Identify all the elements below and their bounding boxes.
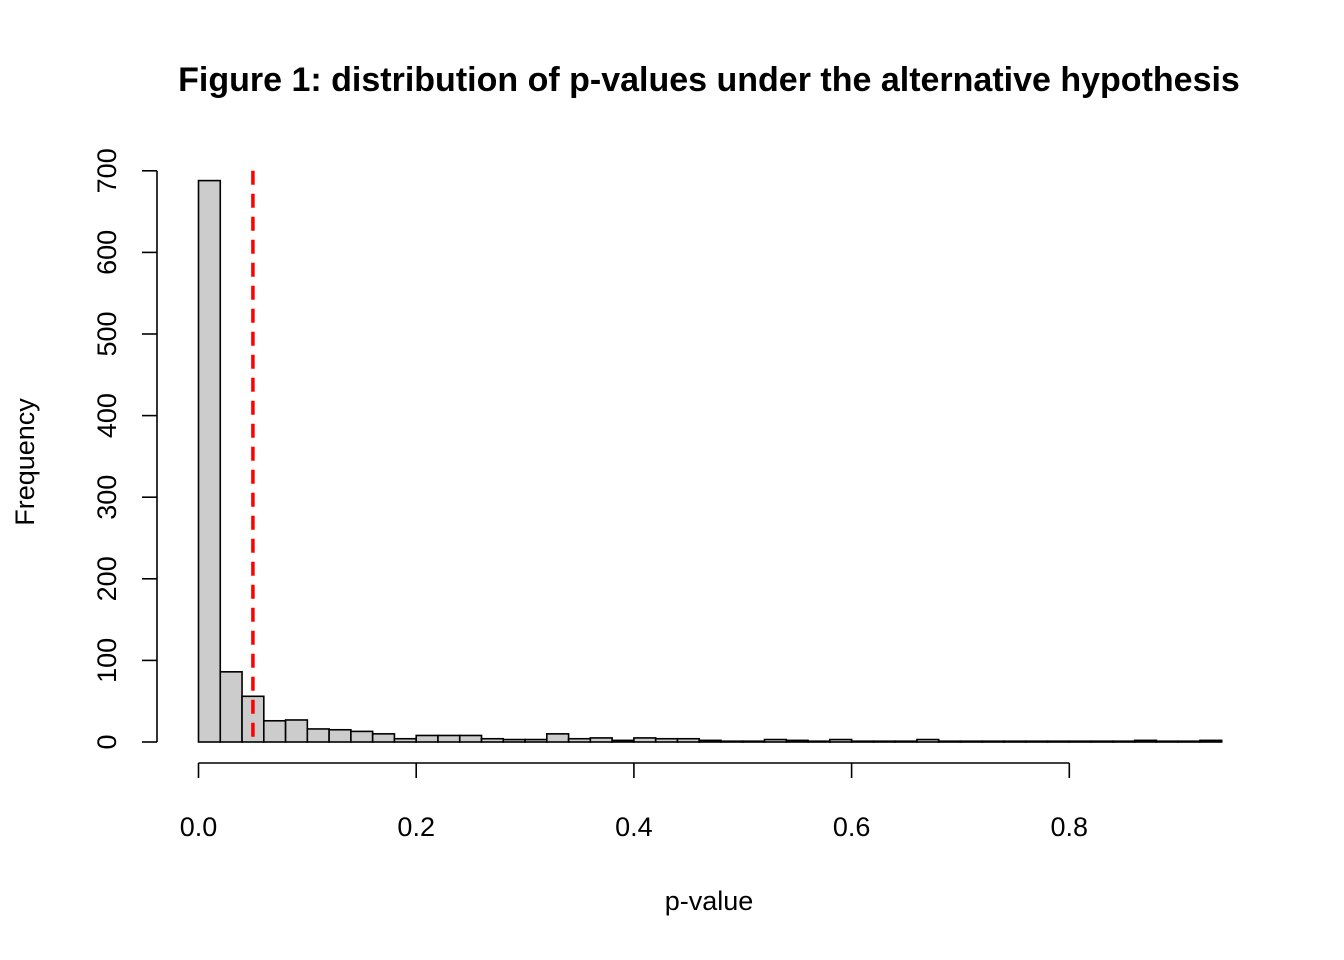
- y-axis-label: Frequency: [10, 398, 40, 526]
- x-tick-label: 0.6: [833, 812, 871, 842]
- histogram-bar: [589, 737, 613, 743]
- histogram-bar: [698, 739, 722, 743]
- y-tick-label: 100: [92, 638, 122, 683]
- histogram-bar: [807, 740, 831, 743]
- y-tick-label: 200: [92, 556, 122, 601]
- x-axis: 0.0 0.2 0.4 0.6 0.8: [180, 762, 1089, 842]
- histogram-bar: [959, 740, 984, 743]
- histogram-bar: [1003, 740, 1027, 743]
- histogram-bar: [524, 738, 548, 743]
- histogram-bar: [829, 738, 853, 743]
- histogram-bar: [1068, 740, 1092, 743]
- histogram-bar: [328, 728, 352, 743]
- histogram-bar: [197, 179, 222, 743]
- histogram-bar: [1090, 740, 1114, 743]
- chart-title: Figure 1: distribution of p-values under…: [178, 61, 1240, 99]
- histogram-bar: [219, 671, 243, 743]
- histogram-bar: [894, 740, 918, 743]
- histogram-bar: [1155, 740, 1179, 743]
- histogram-bar: [916, 738, 940, 743]
- histogram-bar: [937, 740, 962, 743]
- x-tick-label: 0.2: [397, 812, 435, 842]
- x-axis-label: p-value: [665, 886, 754, 916]
- histogram-bar: [654, 737, 679, 743]
- histogram-bar: [1199, 739, 1223, 743]
- y-tick-label: 600: [92, 230, 122, 275]
- histogram-bar: [284, 719, 309, 743]
- histogram-bar: [850, 740, 875, 743]
- histogram-bar: [502, 738, 526, 743]
- histogram-bar: [1046, 740, 1071, 743]
- x-tick-label: 0.4: [615, 812, 653, 842]
- histogram-bar: [480, 737, 505, 743]
- histogram-bar: [567, 737, 592, 743]
- y-axis: 0 100 200 300 400 500 600 700: [92, 148, 158, 750]
- y-tick-label: 300: [92, 475, 122, 520]
- x-tick-label: 0.8: [1051, 812, 1089, 842]
- histogram-bar: [1024, 740, 1049, 743]
- histogram-bar: [1133, 739, 1158, 743]
- histogram-bar: [720, 740, 744, 743]
- histogram-bar: [306, 728, 330, 743]
- x-tick-label: 0.0: [180, 812, 218, 842]
- y-tick-label: 400: [92, 393, 122, 438]
- histogram-bar: [676, 737, 701, 743]
- histogram-bar: [872, 740, 896, 743]
- y-tick-label: 500: [92, 311, 122, 356]
- histogram-bar: [546, 733, 570, 743]
- histogram-bar: [241, 695, 265, 743]
- histogram-bar: [415, 734, 439, 743]
- histogram-bar: [763, 738, 788, 743]
- histogram-bar: [350, 730, 374, 743]
- histogram-bar: [981, 740, 1005, 743]
- histogram-bar: [741, 740, 766, 743]
- histogram-bar: [611, 739, 635, 743]
- histogram-bars: [197, 179, 1223, 743]
- histogram-bar: [458, 734, 483, 743]
- y-tick-label: 700: [92, 148, 122, 193]
- histogram-bar: [371, 733, 396, 743]
- histogram-bar: [437, 734, 461, 743]
- histogram-bar: [785, 739, 809, 743]
- y-tick-label: 0: [92, 734, 122, 749]
- histogram-bar: [1177, 740, 1201, 743]
- histogram-bar: [263, 719, 287, 743]
- histogram-bar: [393, 737, 417, 743]
- histogram-bar: [633, 737, 657, 743]
- histogram-bar: [1112, 740, 1136, 743]
